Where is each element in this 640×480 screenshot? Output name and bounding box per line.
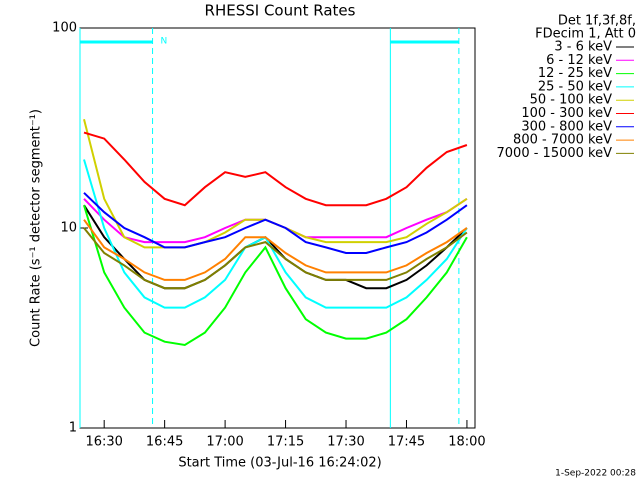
series-line bbox=[83, 219, 468, 281]
legend-label: 25 - 50 keV bbox=[538, 79, 612, 94]
legend-label: 300 - 800 keV bbox=[521, 119, 612, 134]
series-line bbox=[83, 192, 468, 254]
legend-label: 3 - 6 keV bbox=[554, 40, 612, 55]
x-tick-label: 16:45 bbox=[146, 435, 183, 450]
legend-label: 7000 - 15000 keV bbox=[497, 146, 613, 161]
x-tick-label: 17:00 bbox=[206, 435, 243, 450]
legend-label: 12 - 25 keV bbox=[538, 66, 612, 81]
x-tick-label: 18:00 bbox=[448, 435, 485, 450]
chart-title: RHESSI Count Rates bbox=[205, 2, 356, 20]
legend-label: 100 - 300 keV bbox=[521, 106, 612, 121]
x-tick-label: 17:45 bbox=[388, 435, 425, 450]
annotation: N bbox=[161, 37, 168, 47]
legend-label: 6 - 12 keV bbox=[546, 53, 612, 68]
y-tick-label: 1 bbox=[69, 421, 77, 436]
x-tick-label: 17:30 bbox=[327, 435, 364, 450]
legend-header: FDecim 1, Att 0 bbox=[535, 27, 636, 42]
footer: 1-Sep-2022 00:28 bbox=[555, 469, 636, 479]
legend-label: 800 - 7000 keV bbox=[513, 133, 612, 148]
legend-label: 50 - 100 keV bbox=[530, 93, 613, 108]
series-line bbox=[83, 227, 468, 290]
y-axis-label: Count Rate (s⁻¹ detector segment⁻¹) bbox=[29, 109, 44, 347]
series-line bbox=[83, 131, 468, 207]
series-line bbox=[83, 204, 468, 347]
legend-header: Det 1f,3f,8f, bbox=[558, 14, 636, 29]
x-tick-label: 16:30 bbox=[85, 435, 122, 450]
y-tick-label: 100 bbox=[52, 21, 77, 36]
series-line bbox=[83, 159, 468, 309]
x-axis-label: Start Time (03-Jul-16 16:24:02) bbox=[178, 456, 381, 471]
y-tick-label: 10 bbox=[60, 221, 77, 236]
x-tick-label: 17:15 bbox=[267, 435, 304, 450]
